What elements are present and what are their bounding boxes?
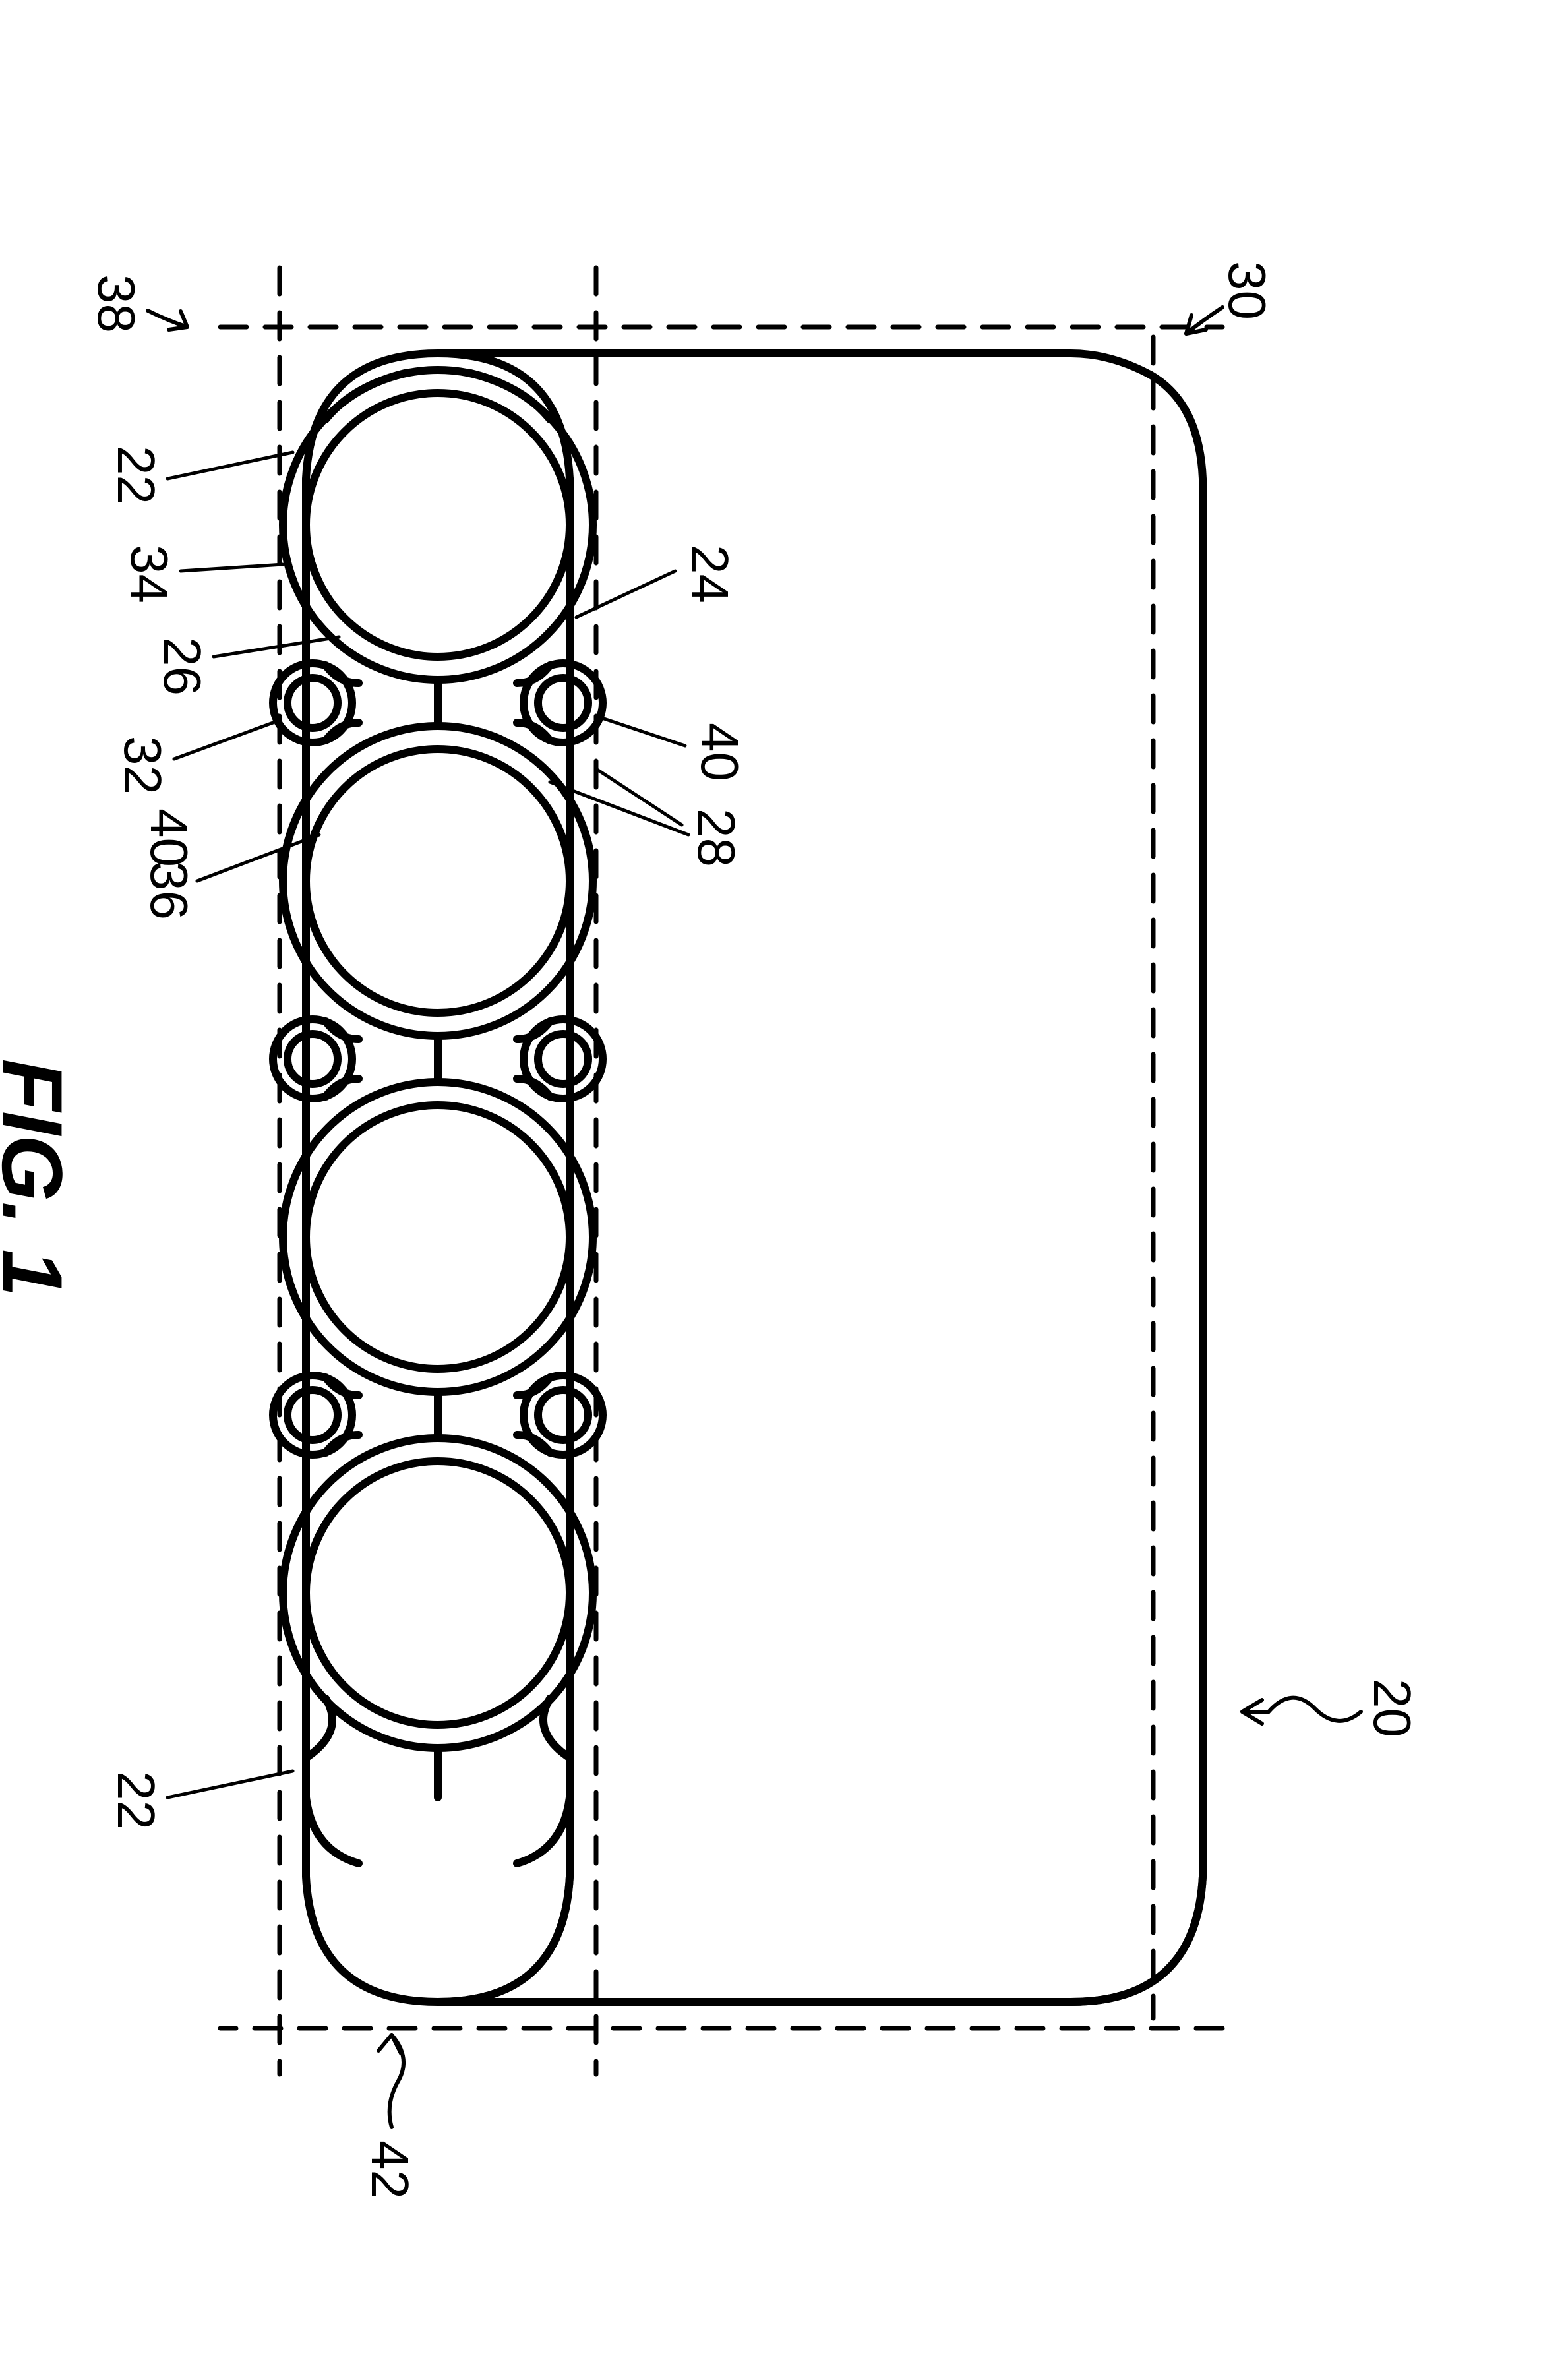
label-36: 36 xyxy=(140,861,198,920)
label-38: 38 xyxy=(87,274,146,333)
label-20: 20 xyxy=(1363,1679,1422,1737)
cylinder-bore-2 xyxy=(283,726,593,1036)
leader-42 xyxy=(378,2035,404,2127)
label-22l: 22 xyxy=(107,446,166,504)
leader-20 xyxy=(1242,1698,1361,1724)
label-40b: 40 xyxy=(140,808,198,867)
construction-planes xyxy=(220,268,1222,2074)
figure-caption: FIG. 1 xyxy=(0,1058,80,1296)
cylinder-bore-3 xyxy=(283,1082,593,1392)
label-30: 30 xyxy=(1218,261,1277,320)
patent-figure: 20 30 24 40 28 36 40 26 34 32 22 22 38 4… xyxy=(0,0,1568,2354)
leader-38 xyxy=(148,311,187,330)
label-42: 42 xyxy=(361,2140,419,2199)
label-22r: 22 xyxy=(107,1771,166,1830)
top-deck-surface xyxy=(438,375,1203,2002)
label-24: 24 xyxy=(680,545,739,603)
label-34: 34 xyxy=(120,545,179,603)
label-28: 28 xyxy=(687,808,746,867)
leader-30 xyxy=(1186,307,1222,334)
left-side-surface xyxy=(438,353,1150,375)
label-26: 26 xyxy=(153,637,212,696)
label-40a: 40 xyxy=(690,723,749,781)
rear-top-short xyxy=(1071,1877,1203,2002)
label-32: 32 xyxy=(113,736,172,795)
